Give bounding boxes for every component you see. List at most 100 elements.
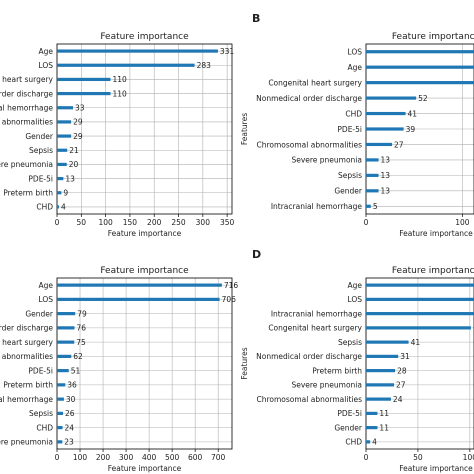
value-label-0-2: 110	[112, 75, 127, 84]
category-label-1-3: Nonmedical order discharge	[256, 94, 362, 103]
value-label-3-7: 27	[396, 381, 406, 390]
plot-frame-2	[56, 277, 233, 450]
bar-2-8	[57, 397, 64, 401]
value-label-1-10: 5	[373, 202, 378, 211]
category-label-1-2: Congenital heart surgery	[268, 78, 362, 87]
y-axis-label-1: Features	[240, 113, 249, 145]
bar-0-5	[57, 120, 72, 124]
category-label-2-4: Congenital heart surgery	[0, 338, 54, 347]
bar-2-10	[57, 426, 63, 430]
xtick-label-0-2: 100	[98, 218, 113, 227]
bar-2-3	[57, 326, 75, 330]
value-label-3-6: 28	[397, 366, 407, 375]
bar-2-2	[57, 312, 76, 316]
bar-3-11	[366, 440, 371, 444]
bar-3-10	[366, 426, 378, 430]
bar-1-8	[366, 173, 379, 177]
chart-title-3: Feature importance	[392, 266, 474, 276]
bar-2-5	[57, 354, 72, 358]
bar-1-10	[366, 204, 371, 208]
bar-1-1	[366, 65, 474, 69]
xtick-label-2-0: 0	[55, 453, 60, 462]
category-label-2-5: Chromosomal abnormalities	[0, 352, 53, 361]
category-label-2-3: Nonmedical order discharge	[0, 324, 53, 333]
value-label-2-4: 75	[76, 338, 86, 347]
category-label-3-3: Congenital heart surgery	[268, 324, 362, 333]
bar-3-0	[366, 283, 474, 287]
panel-label-1: B	[252, 12, 260, 25]
value-label-3-4: 41	[411, 338, 421, 347]
category-label-3-10: Gender	[334, 423, 363, 432]
value-label-1-8: 13	[381, 171, 391, 180]
bar-3-6	[366, 369, 396, 373]
value-label-2-5: 62	[73, 352, 83, 361]
chart-title-2: Feature importance	[100, 266, 189, 276]
value-label-0-1: 283	[197, 61, 212, 70]
bar-2-7	[57, 383, 66, 387]
value-label-2-0: 716	[224, 281, 239, 290]
category-label-3-2: Intracranial hemorrhage	[271, 309, 363, 318]
value-label-2-9: 26	[65, 409, 75, 418]
value-label-2-2: 79	[77, 309, 87, 318]
value-label-0-11: 4	[61, 203, 66, 212]
category-label-3-11: CHD	[345, 438, 362, 447]
bar-2-6	[57, 369, 69, 373]
xtick-label-2-6: 600	[188, 453, 203, 462]
chart-title-0: Feature importance	[100, 32, 189, 42]
value-label-0-10: 9	[63, 189, 68, 198]
category-label-1-8: Sepsis	[338, 171, 362, 180]
bar-1-7	[366, 158, 379, 162]
plot-frame-3	[365, 277, 474, 450]
value-label-2-1: 706	[222, 295, 237, 304]
value-label-1-9: 13	[381, 187, 391, 196]
category-label-2-6: PDE-5i	[28, 366, 53, 375]
category-label-0-5: Chromosomal abnormalities	[0, 118, 53, 127]
category-label-3-6: Preterm birth	[312, 366, 362, 375]
category-label-2-1: LOS	[38, 295, 53, 304]
bar-1-5	[366, 127, 404, 131]
category-label-2-9: Sepsis	[29, 409, 53, 418]
value-label-0-7: 21	[69, 146, 79, 155]
category-label-1-6: Chromosomal abnormalities	[256, 140, 362, 149]
bar-1-2	[366, 81, 474, 85]
bar-1-3	[366, 96, 417, 100]
bar-0-2	[57, 77, 111, 82]
category-label-0-1: LOS	[38, 61, 53, 70]
chart-title-1: Feature importance	[392, 32, 474, 42]
value-label-2-6: 51	[71, 366, 81, 375]
xtick-label-2-7: 700	[211, 453, 226, 462]
value-label-1-4: 41	[408, 109, 418, 118]
bar-0-8	[57, 162, 67, 167]
value-label-1-5: 39	[406, 125, 416, 134]
bar-1-4	[366, 111, 406, 116]
xtick-label-1-0: 0	[364, 218, 369, 227]
category-label-3-0: Age	[347, 281, 362, 290]
value-label-0-6: 29	[73, 132, 83, 141]
category-label-3-7: Severe pneumonia	[291, 381, 362, 390]
xtick-label-0-5: 250	[171, 218, 186, 227]
bar-0-3	[57, 91, 111, 96]
plot-frame-0	[56, 43, 233, 215]
bar-2-9	[57, 411, 63, 415]
bar-1-0	[366, 50, 474, 54]
value-label-3-5: 31	[400, 352, 410, 361]
category-label-0-3: Nonmedical order discharge	[0, 89, 53, 98]
category-label-3-9: PDE-5i	[337, 409, 362, 418]
category-label-0-4: Intracranial hemorrhage	[0, 104, 53, 113]
xtick-label-2-5: 500	[165, 453, 180, 462]
x-axis-label-2: Feature importance	[108, 464, 182, 473]
bar-3-9	[366, 411, 378, 415]
category-label-0-2: Congenital heart surgery	[0, 75, 54, 84]
bar-0-11	[57, 205, 59, 209]
bar-3-2	[366, 312, 474, 316]
category-label-1-7: Severe pneumonia	[291, 156, 362, 165]
xtick-label-0-7: 350	[220, 218, 235, 227]
category-label-1-0: LOS	[347, 48, 362, 57]
category-label-1-1: Age	[347, 63, 362, 72]
value-label-1-6: 27	[394, 140, 404, 149]
value-label-0-8: 20	[69, 160, 79, 169]
bar-1-6	[366, 142, 393, 147]
category-label-2-10: CHD	[36, 423, 53, 432]
bar-3-8	[366, 397, 391, 401]
